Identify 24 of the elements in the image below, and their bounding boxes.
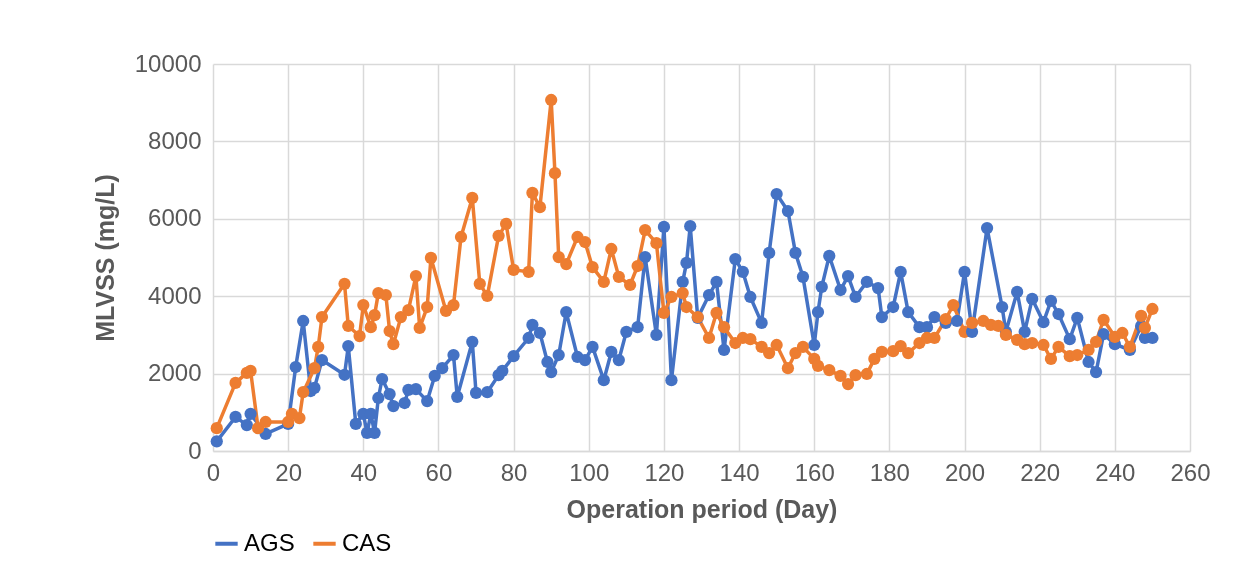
legend-label: AGS (244, 528, 295, 556)
x-tick-label: 200 (945, 458, 986, 486)
x-tick-label: 100 (569, 458, 610, 486)
x-tick-label: 60 (425, 458, 453, 486)
x-tick-label: 20 (275, 458, 303, 486)
y-tick-label: 0 (188, 436, 202, 464)
x-tick-label: 120 (644, 458, 685, 486)
y-tick-label: 4000 (148, 281, 202, 309)
y-tick-label: 10000 (134, 49, 202, 77)
x-tick-label: 180 (869, 458, 910, 486)
x-tick-label: 0 (206, 458, 221, 486)
x-tick-label: 240 (1095, 458, 1136, 486)
x-tick-label: 80 (500, 458, 528, 486)
x-axis-title: Operation period (Day) (566, 494, 838, 523)
x-tick-label: 140 (719, 458, 760, 486)
x-tick-label: 160 (794, 458, 835, 486)
y-tick-label: 6000 (148, 204, 202, 232)
legend-label: CAS (342, 528, 392, 556)
x-tick-label: 260 (1170, 458, 1211, 486)
x-tick-label: 220 (1020, 458, 1061, 486)
y-tick-label: 2000 (148, 359, 202, 387)
y-tick-label: 8000 (148, 126, 202, 154)
x-tick-label: 40 (350, 458, 378, 486)
y-axis-title: MLVSS (mg/L) (90, 174, 119, 342)
